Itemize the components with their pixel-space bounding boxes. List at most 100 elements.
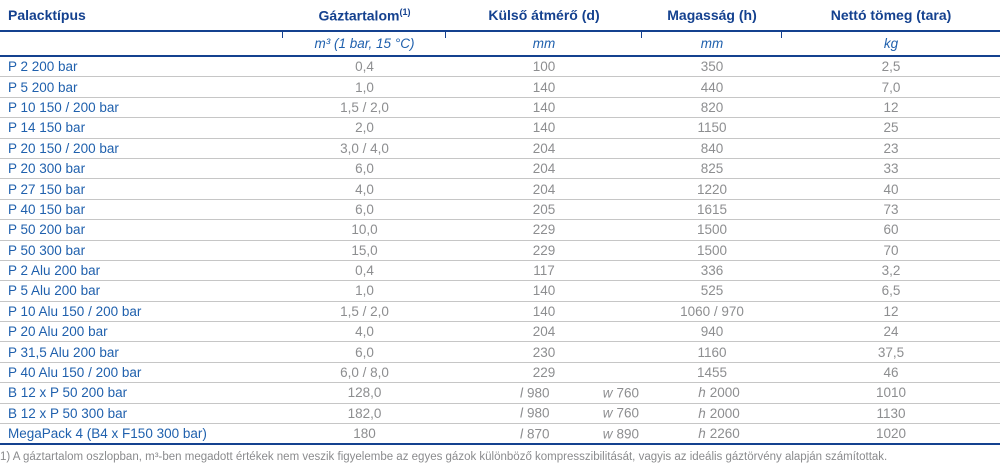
height: 440 — [642, 76, 782, 98]
gas-content: 1,0 — [283, 76, 446, 98]
width-symbol: w — [602, 426, 613, 442]
gas-content: 6,0 — [283, 341, 446, 363]
col-header-net-weight: Nettó tömeg (tara) — [782, 0, 1000, 32]
height-symbol: h — [698, 405, 706, 421]
width-value: 890 — [616, 426, 639, 442]
bundle-length: l 980 — [520, 406, 550, 421]
table-row: P 10 Alu 150 / 200 bar 1,5 / 2,0 140 106… — [0, 301, 1000, 323]
col-header-gas-content: Gáztartalom(1) — [283, 0, 446, 32]
table-row: P 50 300 bar 15,0 229 1500 70 — [0, 240, 1000, 261]
net-weight: 40 — [782, 178, 1000, 200]
net-weight: 1130 — [782, 403, 1000, 425]
gas-content: 10,0 — [283, 219, 446, 241]
bundle-height: h 2000 — [642, 382, 782, 404]
col-header-type: Palacktípus — [0, 0, 283, 32]
net-weight: 23 — [782, 138, 1000, 159]
table-row: P 31,5 Alu 200 bar 6,0 230 1160 37,5 — [0, 341, 1000, 363]
unit-type-empty — [0, 31, 283, 57]
bundle-length-width: l 870 w 890 — [446, 423, 642, 446]
gas-content: 182,0 — [283, 403, 446, 425]
col-header-diameter-label: Külső átmérő (d) — [488, 7, 600, 23]
net-weight: 6,5 — [782, 280, 1000, 302]
table-row-bundle: B 12 x P 50 200 bar 128,0 l 980 w 760 h 200… — [0, 382, 1000, 404]
net-weight: 73 — [782, 199, 1000, 221]
net-weight: 46 — [782, 362, 1000, 384]
bundle-height: h 2000 — [642, 403, 782, 425]
height: 1500 — [642, 240, 782, 261]
length-value: 870 — [527, 426, 550, 442]
length-value: 980 — [527, 405, 550, 421]
cylinder-type: P 10 150 / 200 bar — [0, 97, 283, 119]
table-row-bundle: B 12 x P 50 300 bar 182,0 l 980 w 760 h 200… — [0, 403, 1000, 425]
height: 336 — [642, 260, 782, 282]
unit-net-weight: kg — [781, 31, 1000, 57]
table-row: P 50 200 bar 10,0 229 1500 60 — [0, 219, 1000, 241]
outer-diameter: 140 — [446, 97, 642, 119]
outer-diameter: 204 — [446, 321, 642, 343]
unit-outer-diameter: mm — [445, 31, 642, 57]
net-weight: 60 — [782, 219, 1000, 241]
bundle-length: l 980 — [520, 385, 550, 400]
outer-diameter: 230 — [446, 341, 642, 363]
table-row: P 40 Alu 150 / 200 bar 6,0 / 8,0 229 145… — [0, 362, 1000, 384]
height: 1060 / 970 — [642, 301, 782, 323]
cylinder-type: B 12 x P 50 300 bar — [0, 403, 283, 425]
units-row: m³ (1 bar, 15 °C) mm mm kg — [0, 31, 1000, 57]
gas-content: 4,0 — [283, 321, 446, 343]
outer-diameter: 140 — [446, 117, 642, 139]
outer-diameter: 140 — [446, 76, 642, 98]
cylinder-type: P 14 150 bar — [0, 117, 283, 139]
outer-diameter: 100 — [446, 56, 642, 78]
length-symbol: l — [520, 426, 523, 442]
table-body: P 2 200 bar 0,4 100 350 2,5 P 5 200 bar … — [0, 56, 1000, 446]
cylinder-type: P 27 150 bar — [0, 178, 283, 200]
height-value: 2260 — [709, 426, 740, 442]
length-value: 980 — [527, 385, 550, 401]
table-row-bundle: MegaPack 4 (B4 x F150 300 bar) 180 l 870 … — [0, 423, 1000, 446]
table-row: P 2 200 bar 0,4 100 350 2,5 — [0, 56, 1000, 78]
net-weight: 1010 — [782, 382, 1000, 404]
gas-content: 6,0 / 8,0 — [283, 362, 446, 384]
net-weight: 33 — [782, 158, 1000, 180]
cylinder-type: P 10 Alu 150 / 200 bar — [0, 301, 283, 323]
gas-content: 4,0 — [283, 178, 446, 200]
outer-diameter: 204 — [446, 138, 642, 159]
cylinder-type: P 50 300 bar — [0, 240, 283, 261]
cylinder-type: P 2 Alu 200 bar — [0, 260, 283, 282]
col-header-height: Magasság (h) — [642, 0, 782, 32]
table-row: P 20 300 bar 6,0 204 825 33 — [0, 158, 1000, 180]
col-header-type-label: Palacktípus — [8, 7, 86, 23]
net-weight: 2,5 — [782, 56, 1000, 78]
gas-content: 1,5 / 2,0 — [283, 97, 446, 119]
outer-diameter: 204 — [446, 178, 642, 200]
height-symbol: h — [698, 426, 706, 442]
gas-content: 6,0 — [283, 199, 446, 221]
unit-height: mm — [641, 31, 782, 57]
gas-content: 0,4 — [283, 260, 446, 282]
col-header-weight-label: Nettó tömeg (tara) — [830, 7, 952, 23]
net-weight: 3,2 — [782, 260, 1000, 282]
height: 1160 — [642, 341, 782, 363]
table-header: Palacktípus Gáztartalom(1) Külső átmérő … — [0, 0, 1000, 57]
cylinder-type: P 2 200 bar — [0, 56, 283, 78]
col-header-height-label: Magasság (h) — [667, 7, 757, 23]
height: 820 — [642, 97, 782, 119]
cylinder-spec-table: Palacktípus Gáztartalom(1) Külső átmérő … — [0, 0, 1000, 446]
length-symbol: l — [520, 405, 523, 421]
table-row: P 20 150 / 200 bar 3,0 / 4,0 204 840 23 — [0, 138, 1000, 159]
height-value: 2000 — [709, 405, 740, 421]
height: 1455 — [642, 362, 782, 384]
cylinder-type: P 31,5 Alu 200 bar — [0, 341, 283, 363]
table-row: P 5 200 bar 1,0 140 440 7,0 — [0, 76, 1000, 98]
cylinder-type: P 5 200 bar — [0, 76, 283, 98]
cylinder-type: P 20 300 bar — [0, 158, 283, 180]
gas-content: 180 — [283, 423, 446, 446]
header-row: Palacktípus Gáztartalom(1) Külső átmérő … — [0, 0, 1000, 32]
height: 940 — [642, 321, 782, 343]
cylinder-type: P 20 Alu 200 bar — [0, 321, 283, 343]
gas-content: 0,4 — [283, 56, 446, 78]
cylinder-type: P 5 Alu 200 bar — [0, 280, 283, 302]
height: 1150 — [642, 117, 782, 139]
net-weight: 25 — [782, 117, 1000, 139]
